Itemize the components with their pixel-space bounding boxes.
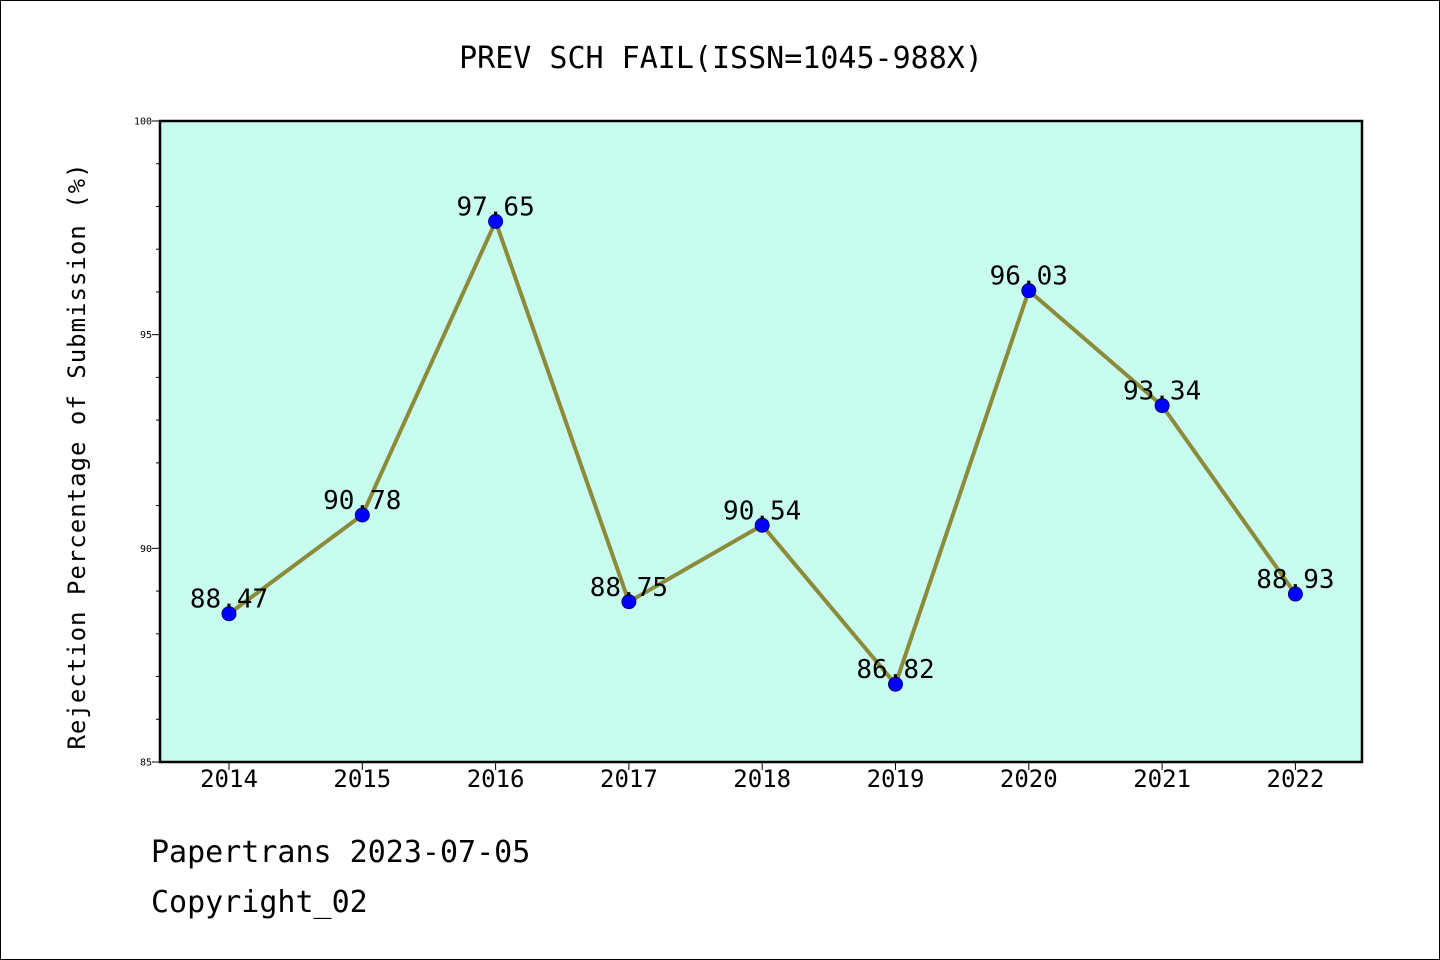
axis-ticks: 85 90 95 100 2014 2015 2016 2017 2018 2019 2020 202…: [134, 117, 1324, 794]
x-tick-label: 2016: [467, 765, 525, 793]
x-tick-label: 2019: [867, 765, 925, 793]
data-label: 90.54: [723, 496, 801, 526]
data-point-marker: [1021, 283, 1037, 299]
data-point-marker: [221, 606, 237, 622]
chart-title: PREV SCH FAIL(ISSN=1045-988X): [459, 41, 983, 76]
x-tick-label: 2020: [1000, 765, 1058, 793]
footer-date-stamp: Papertrans 2023-07-05: [151, 835, 531, 870]
y-axis-label: Rejection Percentage of Submission (%): [63, 162, 91, 749]
data-label: 88.93: [1256, 565, 1334, 595]
x-tick-label: 2021: [1133, 765, 1191, 793]
x-tick-label: 2015: [333, 765, 391, 793]
data-point-marker: [354, 507, 370, 523]
data-point-marker: [621, 594, 637, 610]
data-label: 93.34: [1123, 377, 1201, 407]
series-layer: [221, 213, 1303, 692]
data-point-marker: [1154, 398, 1170, 414]
x-tick-label: 2018: [733, 765, 791, 793]
data-label: 88.47: [190, 585, 268, 615]
x-tick-label: 2022: [1267, 765, 1325, 793]
data-label: 97.65: [456, 192, 534, 222]
x-tick-label: 2014: [200, 765, 258, 793]
y-tick-label: 95: [140, 330, 152, 341]
data-point-marker: [754, 517, 770, 533]
data-label: 96.03: [990, 262, 1068, 292]
footer-copyright: Copyright_02: [151, 885, 368, 920]
data-label: 90.78: [323, 486, 401, 516]
data-point-marker: [488, 213, 504, 229]
y-tick-label: 100: [134, 117, 152, 128]
data-point-marker: [1287, 586, 1303, 602]
y-tick-label: 90: [140, 544, 152, 555]
data-point-marker: [888, 676, 903, 692]
data-label: 86.82: [856, 655, 934, 685]
x-tick-label: 2017: [600, 765, 658, 793]
y-tick-label: 85: [140, 758, 152, 769]
data-label: 88.75: [590, 573, 668, 603]
plot-area: [158, 119, 1364, 764]
data-labels-layer: 88.47 90.78 97.65 88.75 90.54 86.82 96.03 93.34…: [190, 192, 1335, 685]
